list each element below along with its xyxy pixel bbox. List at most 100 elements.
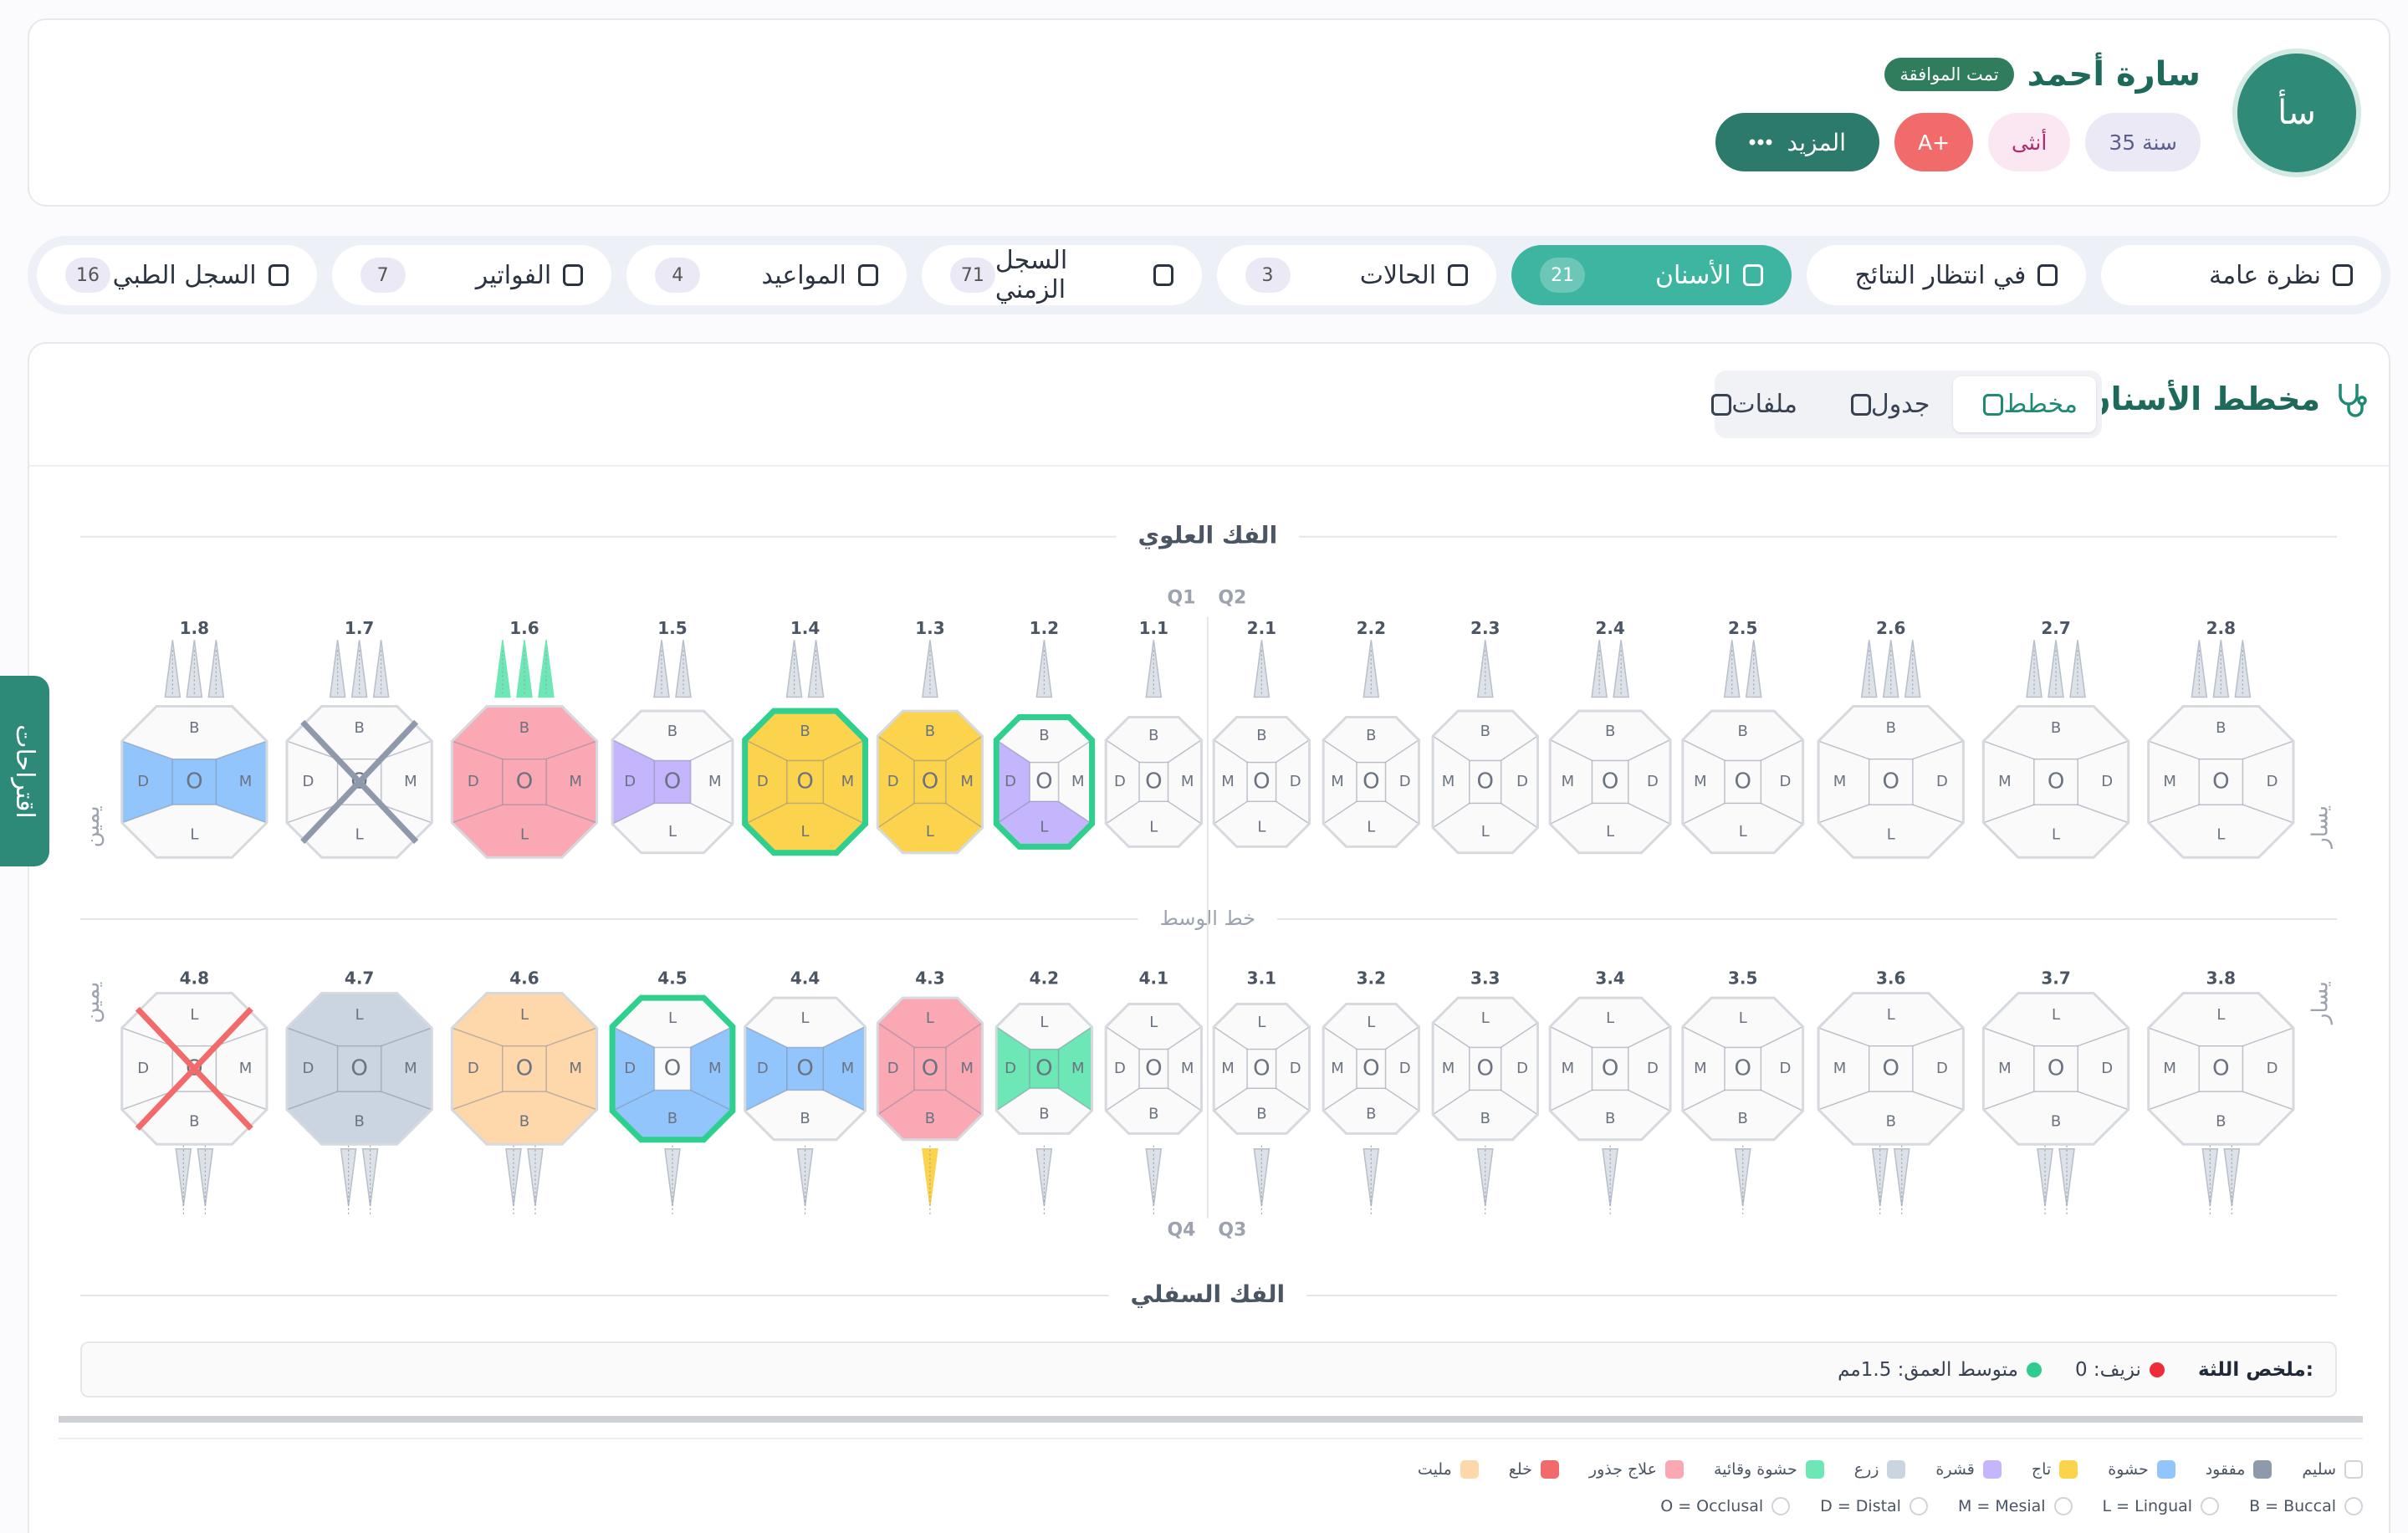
surface-letter: M bbox=[1331, 1060, 1344, 1077]
tab[interactable]: نظرة عامة bbox=[2101, 245, 2381, 305]
view-label: ملفات bbox=[1731, 390, 1797, 419]
suggestions-tab[interactable]: اقتراحات bbox=[0, 676, 49, 866]
tooth-number: 4.6 bbox=[509, 968, 539, 988]
tab[interactable]: الفواتير 7 bbox=[331, 245, 612, 305]
more-button[interactable]: المزيد bbox=[1715, 113, 1879, 171]
perio-dot bbox=[2026, 1362, 2042, 1377]
surface-letter: D bbox=[1399, 1060, 1411, 1077]
surface-letter: O bbox=[516, 769, 533, 794]
tooth-number: 3.3 bbox=[1470, 968, 1500, 988]
tooth-number: 1.8 bbox=[180, 618, 209, 638]
quadrant-label: Q1 bbox=[1167, 587, 1195, 608]
surface-letter: B bbox=[519, 719, 529, 737]
surface-letter: D bbox=[1290, 1060, 1301, 1077]
surface-letter: B bbox=[189, 1113, 199, 1131]
stethoscope-icon bbox=[2339, 384, 2367, 417]
legend-item: خلع bbox=[1509, 1460, 1559, 1479]
view-option[interactable]: جدول bbox=[1821, 376, 1949, 432]
perio-item: نزيف: 0 bbox=[2075, 1359, 2165, 1381]
legend-label: D = Distal bbox=[1820, 1497, 1901, 1515]
tooth-root bbox=[922, 1148, 938, 1207]
tooth-number: 2.1 bbox=[1247, 618, 1276, 638]
tab-label-group: السجل الطبي bbox=[113, 261, 289, 290]
perio-title: ملخص اللثة: bbox=[2197, 1358, 2313, 1381]
tab[interactable]: الحالات 3 bbox=[1216, 245, 1497, 305]
tab-label: الحالات bbox=[1359, 260, 1437, 290]
surface-letter: M bbox=[960, 773, 974, 790]
surface-letter: D bbox=[468, 1060, 479, 1077]
surface-letter: L bbox=[801, 1009, 810, 1027]
surface-letter: B bbox=[667, 723, 677, 740]
surface-letter: M bbox=[1181, 1060, 1194, 1077]
tooth-number: 4.4 bbox=[790, 968, 820, 988]
tab[interactable]: السجل الطبي 16 bbox=[37, 245, 317, 305]
tooth-surface bbox=[1724, 1046, 1762, 1091]
surface-letter: M bbox=[1998, 1060, 2012, 1077]
tooth-outline bbox=[1681, 709, 1805, 855]
chart-card bbox=[28, 342, 2390, 1533]
legend-swatch bbox=[1982, 1460, 2002, 1479]
surface-letter: O bbox=[2212, 1055, 2229, 1081]
legend-circle bbox=[2344, 1497, 2363, 1515]
tooth-surface bbox=[2033, 759, 2078, 805]
legend-item: L = Lingual bbox=[2103, 1497, 2220, 1515]
tab-label: نظرة عامة bbox=[2209, 260, 2321, 290]
surface-letter: M bbox=[239, 773, 253, 790]
tooth-surface bbox=[653, 759, 692, 805]
surface-letter: L bbox=[1257, 819, 1265, 836]
surface-letter: O bbox=[1602, 1055, 1618, 1081]
surface-letter: M bbox=[569, 773, 582, 790]
legend-item: علاج جذور bbox=[1589, 1460, 1684, 1479]
surface-letter: M bbox=[1442, 773, 1455, 790]
surface-letter: D bbox=[468, 773, 479, 790]
surface-letter: D bbox=[2267, 1060, 2278, 1077]
tooth-root bbox=[2223, 1148, 2241, 1207]
perio-dot bbox=[2149, 1362, 2165, 1377]
legend-swatch bbox=[1664, 1460, 1684, 1479]
legend-item: M = Mesial bbox=[1958, 1497, 2073, 1515]
surface-letter: M bbox=[960, 1060, 974, 1077]
tab[interactable]: في انتظار النتائج bbox=[1806, 245, 2087, 305]
tab-icon bbox=[1153, 264, 1173, 286]
surface-letter: B bbox=[800, 723, 810, 740]
surface-letter: L bbox=[190, 826, 198, 844]
quadrant-label: Q3 bbox=[1218, 1220, 1246, 1241]
tooth-outline bbox=[1548, 996, 1672, 1142]
surface-letter: L bbox=[1606, 823, 1614, 841]
surface-letter: M bbox=[841, 1060, 855, 1077]
tooth-outline bbox=[450, 705, 599, 859]
tooth-root bbox=[1476, 1148, 1494, 1207]
tab-icon bbox=[268, 264, 289, 286]
legend-swatch bbox=[1887, 1460, 1906, 1479]
legend-item: حشوة وقائية bbox=[1714, 1460, 1824, 1479]
surface-letter: B bbox=[1256, 727, 1266, 744]
tooth-surface bbox=[1138, 1048, 1169, 1089]
surface-letter: L bbox=[1481, 823, 1490, 841]
patient-name: سارة أحمد bbox=[2027, 55, 2201, 94]
surface-letter: B bbox=[800, 1110, 810, 1127]
surface-letter: L bbox=[2216, 826, 2225, 844]
surface-letter: O bbox=[1145, 769, 1162, 794]
tab[interactable]: الأسنان 21 bbox=[1511, 245, 1792, 305]
perio-text: متوسط العمق: 1.5مم bbox=[1838, 1358, 2018, 1381]
tooth-outline bbox=[876, 709, 984, 855]
view-option[interactable]: مخطط bbox=[1953, 376, 2096, 432]
tab[interactable]: السجل الزمني 71 bbox=[921, 245, 1202, 305]
tab[interactable]: المواعيد 4 bbox=[626, 245, 907, 305]
surface-letter: D bbox=[1780, 1060, 1792, 1077]
jaw-label: الفك السفلي bbox=[1131, 1280, 1286, 1308]
tab-icon bbox=[2333, 264, 2353, 286]
surface-letter: M bbox=[1833, 773, 1847, 790]
tooth-surface bbox=[1469, 1046, 1502, 1091]
tooth-outline bbox=[285, 705, 433, 859]
blood-badge: A+ bbox=[1894, 113, 1974, 171]
legend-label: حشوة bbox=[2108, 1460, 2149, 1479]
surface-legend: B = Buccal L = Lingual M = Mesial D = Dista… bbox=[1660, 1497, 2363, 1515]
view-option[interactable]: ملفات bbox=[1681, 376, 1816, 432]
tooth-number: 1.3 bbox=[915, 618, 944, 638]
tab-icon bbox=[563, 264, 584, 286]
surface-letter: O bbox=[1362, 769, 1379, 794]
tooth-root bbox=[2037, 1148, 2053, 1207]
surface-letter: O bbox=[1477, 769, 1494, 794]
tooth-outline bbox=[744, 996, 867, 1142]
